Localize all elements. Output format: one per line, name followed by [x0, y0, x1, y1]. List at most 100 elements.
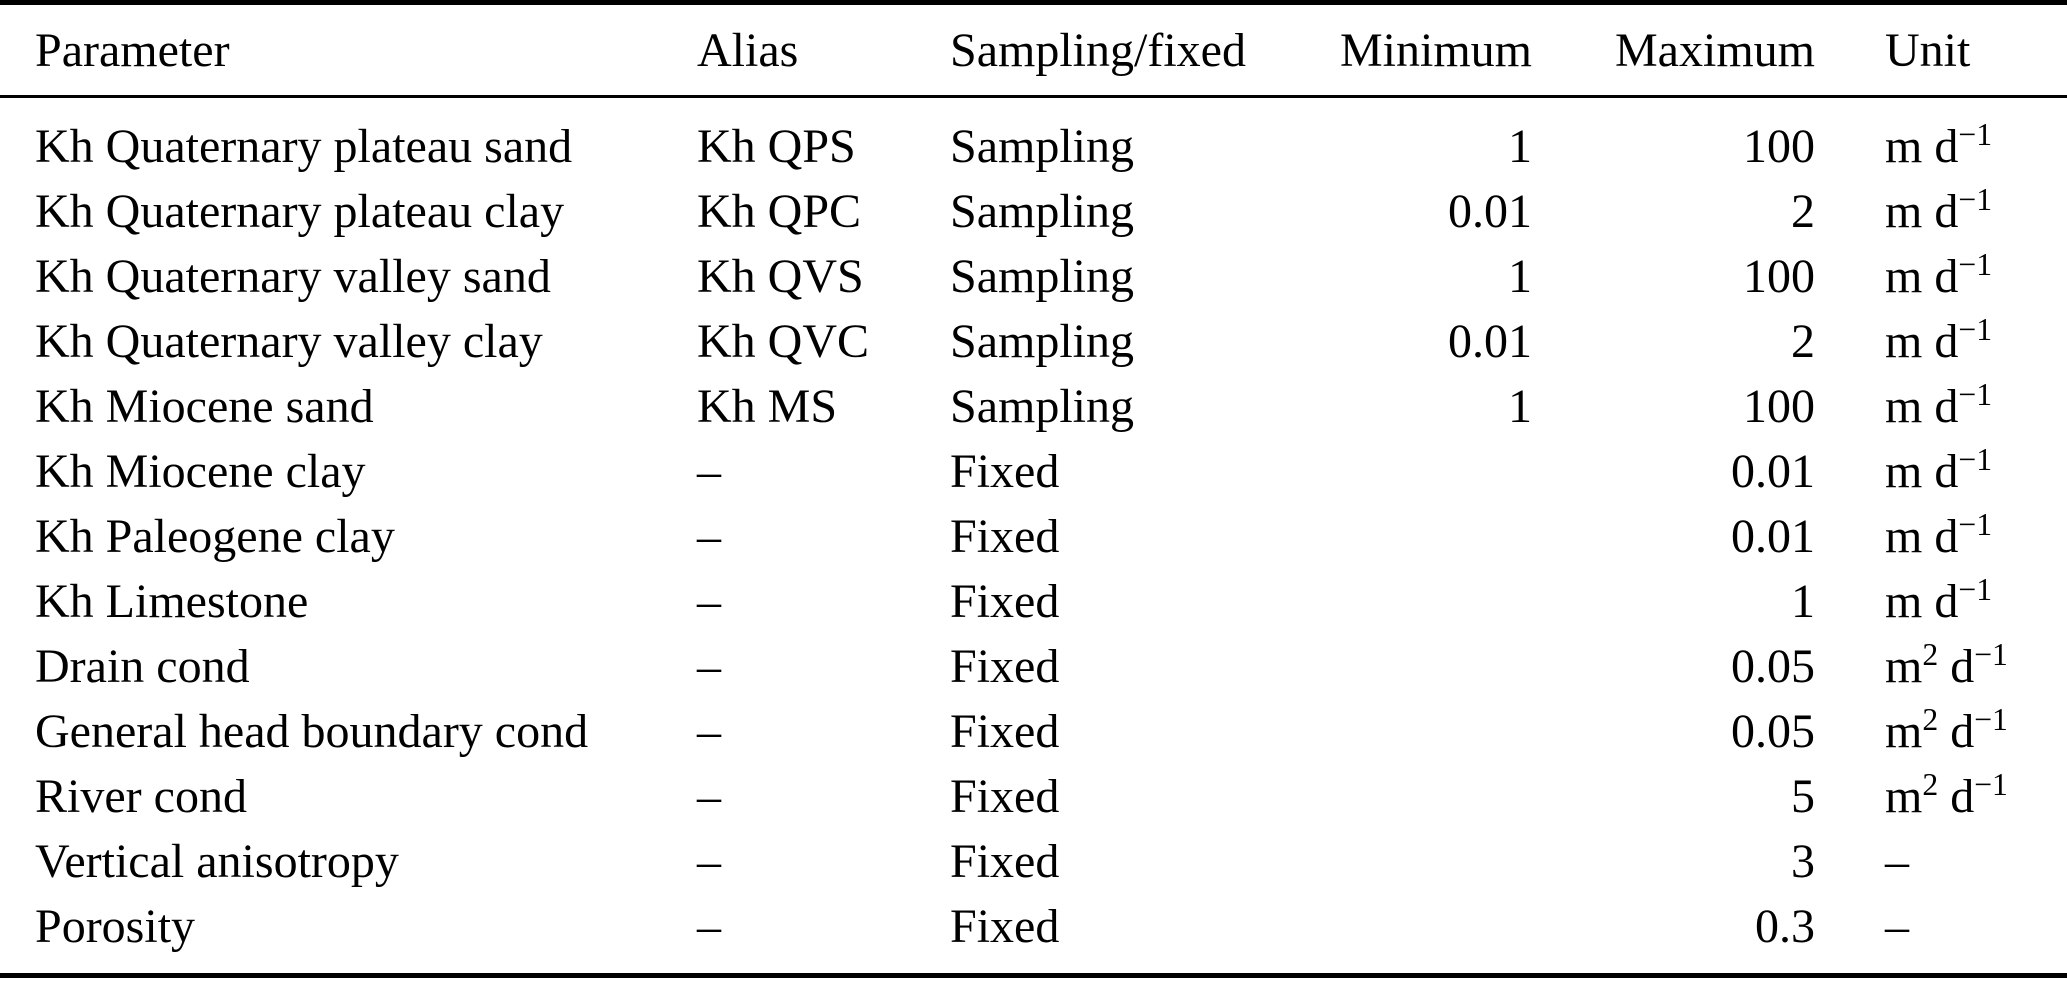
- unit-text: m d: [1885, 445, 1959, 498]
- alias-cell: Kh QVC: [697, 315, 870, 368]
- alias-cell: Kh QVS: [697, 250, 864, 303]
- table-row: Kh Quaternary plateau clay Kh QPC Sampling…: [0, 179, 2067, 244]
- minimum-cell: [1320, 829, 1532, 894]
- unit-text: m: [1885, 640, 1923, 693]
- parameter-cell: General head boundary cond: [35, 705, 589, 758]
- minimum-cell: [1320, 699, 1532, 764]
- minimum-cell: [1320, 504, 1532, 569]
- unit-cell: m d−1: [1815, 244, 2067, 309]
- parameter-cell: Kh Quaternary plateau clay: [35, 185, 565, 238]
- parameter-cell: Vertical anisotropy: [35, 835, 399, 888]
- parameter-cell: Kh Miocene clay: [35, 445, 366, 498]
- alias-cell: –: [697, 510, 721, 563]
- unit-text: m d: [1885, 380, 1959, 433]
- unit-cell: m2 d−1: [1815, 634, 2067, 699]
- unit-text: –: [1885, 835, 1909, 888]
- column-header-alias: Alias: [697, 2, 950, 98]
- unit-cell: m2 d−1: [1815, 764, 2067, 829]
- unit-superscript: 2: [1922, 766, 1939, 802]
- parameter-cell: Drain cond: [35, 640, 250, 693]
- unit-cell: m d−1: [1815, 179, 2067, 244]
- parameter-cell: Kh Limestone: [35, 575, 309, 628]
- unit-superscript: 2: [1922, 701, 1939, 737]
- table-row: Porosity – Fixed 0.3 –: [0, 894, 2067, 976]
- unit-text: d: [1938, 705, 1975, 758]
- maximum-cell: 2: [1791, 185, 1815, 238]
- unit-cell: –: [1815, 894, 2067, 976]
- column-header-sampling-fixed: Sampling/fixed: [950, 2, 1320, 98]
- table-header-row: Parameter Alias Sampling/fixed Minimum M…: [0, 2, 2067, 98]
- alias-cell: –: [697, 835, 721, 888]
- minimum-cell: [1320, 764, 1532, 829]
- table-row: Kh Quaternary valley clay Kh QVC Sampling 0…: [0, 309, 2067, 374]
- alias-cell: –: [697, 575, 721, 628]
- maximum-cell: 0.3: [1755, 900, 1815, 953]
- alias-cell: –: [697, 445, 721, 498]
- unit-text: m d: [1885, 575, 1959, 628]
- minimum-cell: 0.01: [1448, 185, 1532, 238]
- table-row: River cond – Fixed 5 m2 d−1: [0, 764, 2067, 829]
- maximum-cell: 3: [1791, 835, 1815, 888]
- sampling-fixed-cell: Sampling: [950, 315, 1135, 368]
- minimum-cell: [1320, 634, 1532, 699]
- alias-cell: Kh QPC: [697, 185, 862, 238]
- unit-superscript: −1: [1958, 311, 1993, 347]
- parameter-cell: Porosity: [35, 900, 196, 953]
- maximum-cell: 2: [1791, 315, 1815, 368]
- column-header-maximum: Maximum: [1532, 2, 1815, 98]
- sampling-fixed-cell: Sampling: [950, 380, 1135, 433]
- unit-cell: m d−1: [1815, 374, 2067, 439]
- unit-text: m d: [1885, 120, 1959, 173]
- unit-cell: m d−1: [1815, 97, 2067, 180]
- minimum-cell: [1320, 569, 1532, 634]
- minimum-cell: [1320, 894, 1532, 976]
- table-row: Kh Paleogene clay – Fixed 0.01 m d−1: [0, 504, 2067, 569]
- sampling-fixed-cell: Fixed: [950, 445, 1060, 498]
- unit-text: m: [1885, 770, 1923, 823]
- table-row: General head boundary cond – Fixed 0.05 m2 d…: [0, 699, 2067, 764]
- maximum-cell: 1: [1791, 575, 1815, 628]
- sampling-fixed-cell: Sampling: [950, 250, 1135, 303]
- minimum-cell: 0.01: [1448, 315, 1532, 368]
- sampling-fixed-cell: Sampling: [950, 185, 1135, 238]
- unit-text: d: [1938, 640, 1975, 693]
- table-row: Kh Miocene clay – Fixed 0.01 m d−1: [0, 439, 2067, 504]
- unit-text: d: [1938, 770, 1975, 823]
- unit-superscript: −1: [1958, 441, 1993, 477]
- unit-cell: m d−1: [1815, 439, 2067, 504]
- sampling-fixed-cell: Fixed: [950, 900, 1060, 953]
- unit-cell: m d−1: [1815, 309, 2067, 374]
- table-row: Vertical anisotropy – Fixed 3 –: [0, 829, 2067, 894]
- table-row: Drain cond – Fixed 0.05 m2 d−1: [0, 634, 2067, 699]
- alias-cell: –: [697, 770, 721, 823]
- unit-superscript: −1: [1974, 636, 2008, 672]
- unit-superscript: −1: [1958, 506, 1993, 542]
- unit-cell: –: [1815, 829, 2067, 894]
- unit-text: m d: [1885, 315, 1959, 368]
- unit-cell: m d−1: [1815, 569, 2067, 634]
- parameter-cell: Kh Miocene sand: [35, 380, 374, 433]
- alias-cell: –: [697, 640, 721, 693]
- parameter-cell: River cond: [35, 770, 247, 823]
- unit-superscript: 2: [1922, 636, 1939, 672]
- unit-cell: m d−1: [1815, 504, 2067, 569]
- alias-cell: Kh QPS: [697, 120, 856, 173]
- table-body: Kh Quaternary plateau sand Kh QPS Sampling…: [0, 97, 2067, 976]
- maximum-cell: 0.05: [1731, 705, 1815, 758]
- column-header-parameter: Parameter: [0, 2, 697, 98]
- maximum-cell: 0.01: [1731, 510, 1815, 563]
- minimum-cell: 1: [1508, 250, 1532, 303]
- unit-text: –: [1885, 900, 1909, 953]
- sampling-fixed-cell: Fixed: [950, 705, 1060, 758]
- unit-text: m d: [1885, 510, 1959, 563]
- table-row: Kh Miocene sand Kh MS Sampling 1 100 m d−1: [0, 374, 2067, 439]
- minimum-cell: 1: [1508, 120, 1532, 173]
- unit-text: m: [1885, 705, 1923, 758]
- alias-cell: Kh MS: [697, 380, 838, 433]
- unit-text: m d: [1885, 185, 1959, 238]
- maximum-cell: 100: [1743, 250, 1815, 303]
- minimum-cell: [1320, 439, 1532, 504]
- sampling-fixed-cell: Fixed: [950, 575, 1060, 628]
- unit-cell: m2 d−1: [1815, 699, 2067, 764]
